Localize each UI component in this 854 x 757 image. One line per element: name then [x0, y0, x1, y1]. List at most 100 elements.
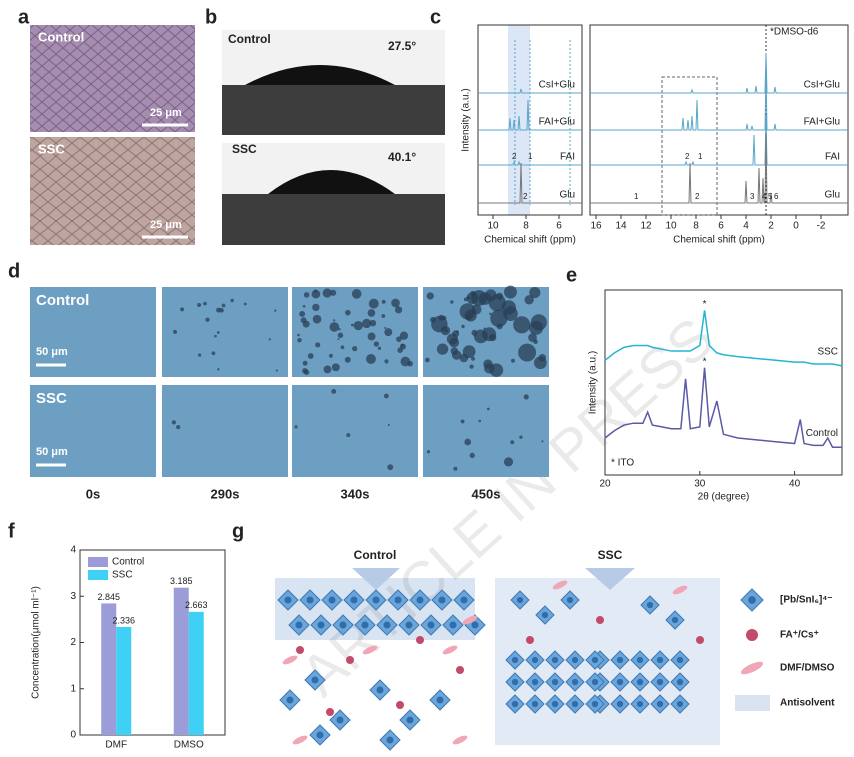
metal-center	[571, 700, 579, 708]
angle-label: 27.5°	[388, 39, 416, 53]
solvent-molecule	[672, 585, 688, 595]
metal-center	[372, 596, 380, 604]
x-axis-label: Chemical shift (ppm)	[484, 235, 576, 246]
funnel	[585, 568, 635, 590]
spectrum	[590, 132, 848, 204]
x-tick-label: 6	[556, 221, 562, 232]
metal-center	[646, 601, 654, 609]
series-label: SSC	[817, 346, 838, 357]
nucleus	[297, 338, 302, 343]
nucleus	[323, 365, 332, 374]
nucleus	[345, 309, 351, 316]
x-tick-label: 14	[615, 221, 627, 232]
annotation: *	[703, 356, 707, 367]
solvent-molecule	[740, 661, 764, 675]
nucleus	[351, 289, 362, 299]
y-tick-label: 0	[70, 730, 76, 741]
nucleus	[519, 435, 523, 439]
scale-label: 25 μm	[150, 107, 182, 119]
nucleus	[330, 289, 337, 296]
nucleus	[490, 309, 508, 328]
micrograph	[292, 287, 418, 377]
x-tick-label: 20	[599, 479, 611, 490]
metal-center	[531, 678, 539, 686]
metal-center	[286, 696, 294, 704]
peak-label: 1	[634, 192, 639, 201]
micrograph	[30, 25, 195, 132]
nucleus	[373, 341, 380, 347]
trace-label: Glu	[559, 190, 575, 201]
nucleus	[369, 319, 377, 327]
legend-label: [Pb/SnI₆]⁴⁻	[780, 595, 833, 606]
nucleus	[381, 299, 386, 304]
panel-label: g	[232, 520, 244, 542]
peak-label: 1	[698, 152, 703, 161]
nucleus	[302, 320, 310, 328]
legend-swatch	[88, 570, 108, 580]
solvent-molecule	[452, 735, 468, 745]
metal-center	[636, 700, 644, 708]
bar	[116, 626, 132, 735]
nucleus	[529, 287, 541, 299]
cation	[696, 636, 704, 644]
metal-center	[636, 678, 644, 686]
nucleus	[203, 301, 207, 306]
zoom-box	[661, 76, 718, 216]
nucleus	[299, 310, 306, 317]
nucleus	[322, 288, 332, 298]
nucleus	[461, 324, 465, 329]
nucleus	[176, 424, 181, 430]
substrate	[222, 194, 445, 245]
bar	[173, 587, 189, 735]
plot-frame	[589, 24, 849, 216]
x-tick-label: 10	[665, 221, 677, 232]
nucleus	[312, 314, 322, 324]
trace-label: FAI	[825, 152, 840, 163]
annotation: *	[703, 299, 707, 310]
image-label: Control	[228, 32, 271, 46]
annotation: * ITO	[611, 458, 634, 469]
nucleus	[274, 309, 277, 312]
legend-swatch	[88, 557, 108, 567]
nucleus	[214, 334, 217, 338]
panel-label: d	[8, 260, 20, 282]
nucleus	[367, 332, 376, 341]
nucleus	[471, 356, 476, 361]
plot-frame	[604, 289, 843, 476]
nucleus	[399, 331, 409, 340]
peak-label: 2	[695, 192, 700, 201]
solvent-molecule	[292, 735, 308, 745]
spectrum	[590, 114, 848, 166]
nucleus	[311, 289, 321, 299]
cation	[416, 636, 424, 644]
nucleus	[313, 289, 317, 293]
metal-center	[616, 700, 624, 708]
nucleus	[297, 333, 300, 337]
x-tick-label: 16	[590, 221, 602, 232]
metal-center	[511, 700, 519, 708]
nucleus	[331, 388, 337, 394]
metal-center	[339, 621, 347, 629]
micrograph	[30, 137, 195, 245]
nucleus	[446, 333, 458, 345]
nucleus	[340, 345, 345, 350]
nucleus	[337, 332, 344, 339]
nucleus	[534, 356, 547, 370]
bar	[188, 611, 204, 735]
solvent-molecule	[362, 645, 378, 655]
metal-center	[571, 656, 579, 664]
solvent-molecule	[552, 580, 568, 590]
nucleus	[510, 358, 515, 363]
spectrum	[478, 162, 582, 204]
panel-label: e	[566, 264, 577, 286]
nucleus	[387, 423, 390, 427]
value-label: 2.336	[112, 615, 135, 625]
metal-center	[511, 656, 519, 664]
metal-center	[531, 656, 539, 664]
nucleus	[350, 323, 354, 327]
metal-center	[460, 596, 468, 604]
metal-center	[656, 700, 664, 708]
peak-label: 6	[774, 192, 779, 201]
metal-center	[676, 700, 684, 708]
value-label: 3.185	[170, 576, 193, 586]
